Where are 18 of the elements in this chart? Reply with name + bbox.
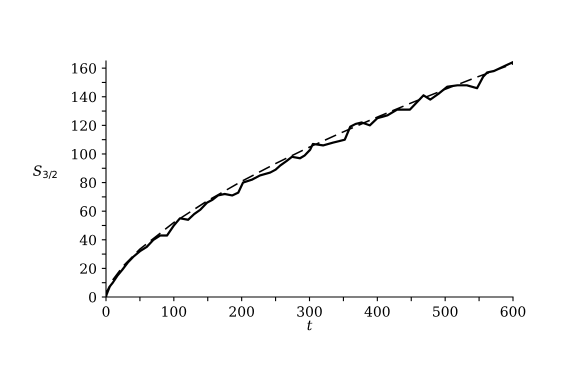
y-tick-label: 0 [89,292,96,302]
x-tick-label: 600 [500,306,526,317]
y-tick-label: 160 [72,63,96,74]
y-tick-label: 80 [80,178,96,188]
y-tick-label: 60 [80,206,96,217]
y-tick-label: 40 [80,234,96,246]
y-tick-label: 100 [72,148,96,160]
x-tick-label: 500 [433,306,458,317]
x-tick-label: 400 [364,306,390,317]
x-tick-label: 0 [102,306,110,317]
x-tick-label: 100 [162,306,186,317]
x-axis-title: t [307,320,312,330]
x-tick-label: 200 [229,306,254,317]
x-tick-label: 300 [297,306,322,317]
y-tick-label: 20 [80,263,96,274]
y-tick-label: 140 [72,92,96,102]
y-tick-label: 120 [72,120,96,131]
y-axis-title: S$_{3/2}$ [33,165,57,179]
